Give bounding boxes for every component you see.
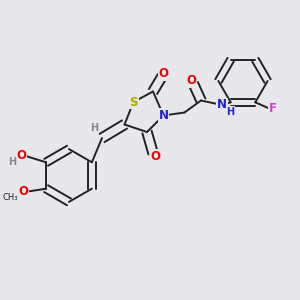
Text: N: N: [217, 98, 227, 112]
Text: H: H: [226, 106, 235, 117]
Text: O: O: [16, 148, 26, 162]
Text: F: F: [268, 102, 276, 115]
Text: H: H: [90, 123, 99, 134]
Text: S: S: [129, 95, 138, 109]
Text: CH₃: CH₃: [2, 193, 18, 202]
Text: H: H: [8, 157, 16, 167]
Text: N: N: [158, 109, 169, 122]
Text: O: O: [186, 74, 196, 87]
Text: O: O: [158, 67, 169, 80]
Text: O: O: [150, 149, 161, 163]
Text: O: O: [19, 185, 28, 198]
